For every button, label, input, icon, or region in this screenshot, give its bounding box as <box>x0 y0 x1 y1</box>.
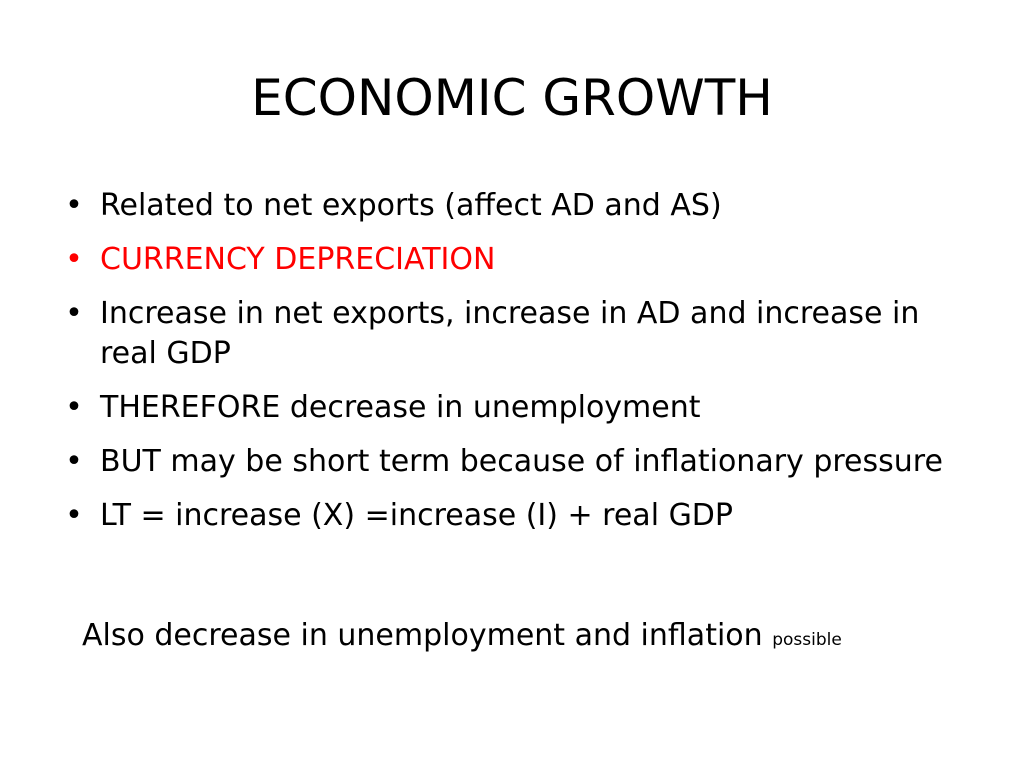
bullet-text: Related to net exports (affect AD and AS… <box>100 188 722 223</box>
bullet-dot-icon: • <box>65 444 83 479</box>
slide-title: ECONOMIC GROWTH <box>251 69 773 127</box>
bullet-dot-icon: • <box>65 390 83 425</box>
bullet-text: CURRENCY DEPRECIATION <box>100 242 496 277</box>
note-main-text: Also decrease in unemployment and inflat… <box>82 618 773 653</box>
bullet-list: • Related to net exports (affect AD and … <box>62 186 962 550</box>
bullet-dot-icon: • <box>65 498 83 533</box>
closing-note: Also decrease in unemployment and inflat… <box>82 616 842 660</box>
note-small-text: possible <box>772 630 842 650</box>
bullet-dot-icon: • <box>65 188 83 223</box>
bullet-text: Increase in net exports, increase in AD … <box>100 296 920 371</box>
bullet-text: LT = increase (X) =increase (I) + real G… <box>100 498 734 533</box>
bullet-item: • Increase in net exports, increase in A… <box>62 294 962 374</box>
bullet-item: • Related to net exports (affect AD and … <box>62 186 962 226</box>
bullet-dot-icon: • <box>65 242 83 277</box>
bullet-item: • LT = increase (X) =increase (I) + real… <box>62 496 962 536</box>
bullet-text: THEREFORE decrease in unemployment <box>100 390 701 425</box>
bullet-item: • BUT may be short term because of infla… <box>62 442 962 482</box>
bullet-item: • THEREFORE decrease in unemployment <box>62 388 962 428</box>
bullet-item-highlighted: • CURRENCY DEPRECIATION <box>62 240 962 280</box>
bullet-dot-icon: • <box>65 296 83 331</box>
bullet-text: BUT may be short term because of inflati… <box>100 444 943 479</box>
